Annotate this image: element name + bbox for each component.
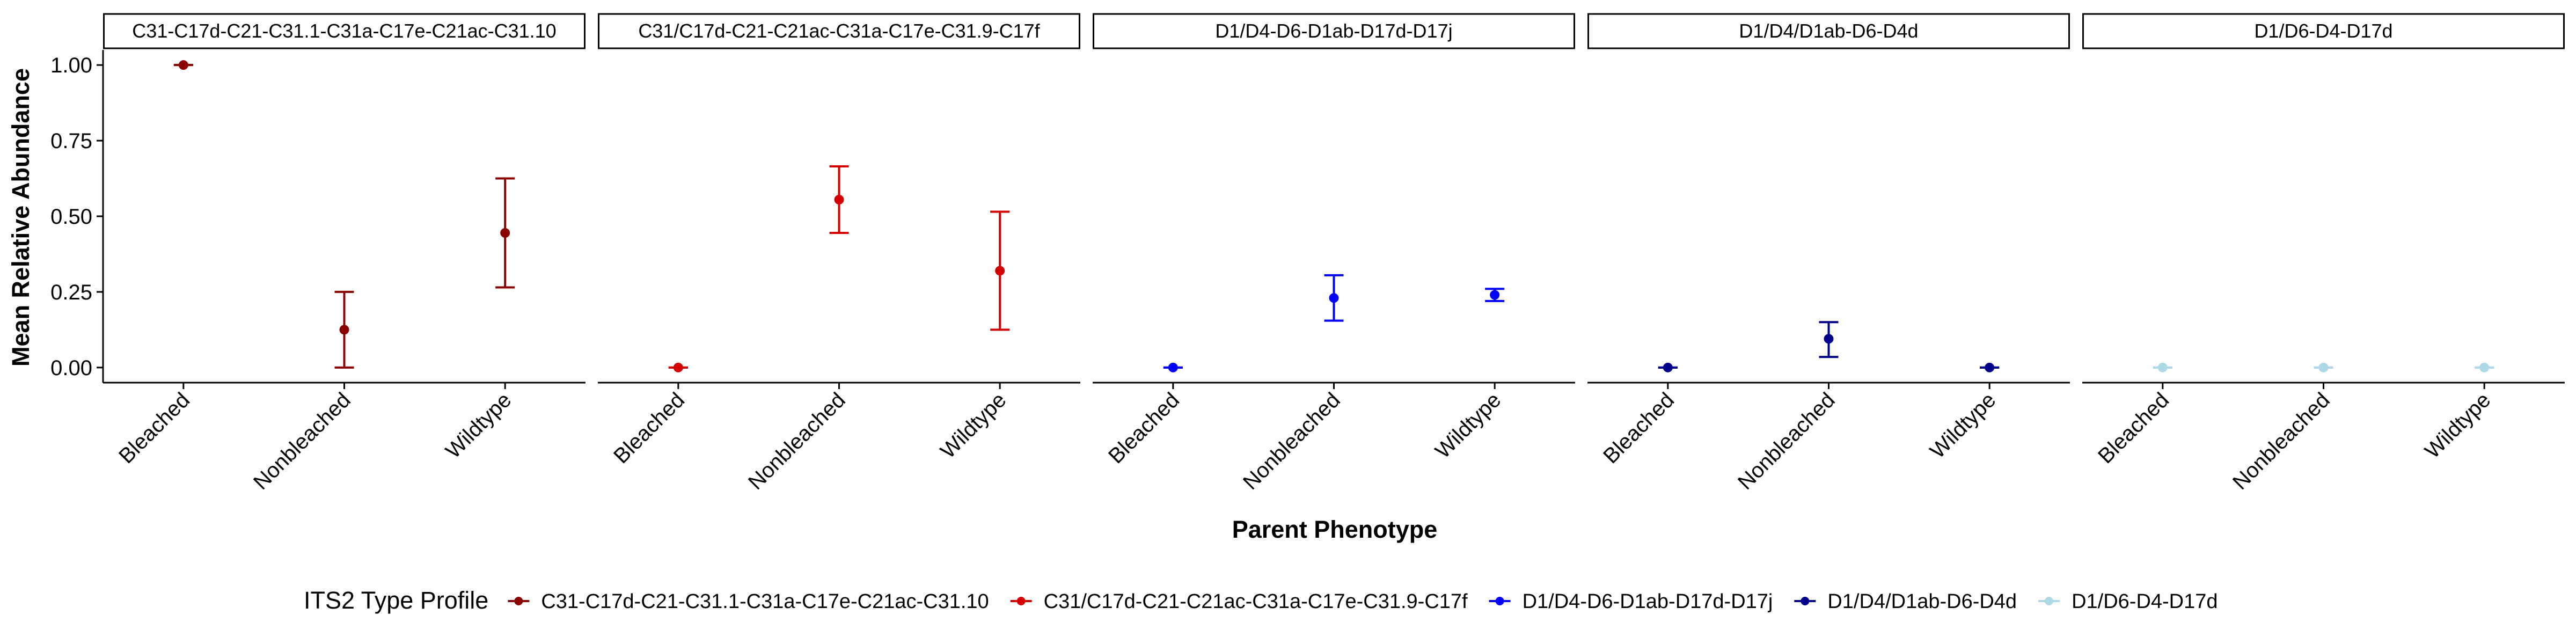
legend-key-point [514, 597, 523, 605]
data-point [178, 60, 188, 70]
legend-title: ITS2 Type Profile [304, 587, 488, 614]
data-point [2479, 362, 2490, 372]
y-tick-label: 0.75 [50, 129, 92, 153]
data-point [2157, 362, 2168, 372]
facet-title: D1/D4-D6-D1ab-D17d-D17j [1215, 20, 1452, 42]
legend-item: C31/C17d-C21-C21ac-C31a-C17e-C31.9-C17f [1010, 590, 1468, 613]
data-point [1168, 362, 1178, 372]
facet-title: D1/D4/D1ab-D6-D4d [1739, 20, 1918, 42]
data-point [995, 266, 1005, 276]
legend-label: C31/C17d-C21-C21ac-C31a-C17e-C31.9-C17f [1044, 590, 1468, 613]
legend-item: D1/D6-D4-D17d [2038, 590, 2218, 613]
data-point [2318, 362, 2329, 372]
y-tick-label: 0.50 [50, 205, 92, 229]
facet-title: D1/D6-D4-D17d [2254, 20, 2392, 42]
facet-strip [598, 13, 1080, 49]
facet-strip [103, 13, 586, 49]
facet-strip [1093, 13, 1575, 49]
facet-strip [1587, 13, 2070, 49]
legend-label: D1/D6-D4-D17d [2072, 590, 2218, 613]
legend-key-point [1016, 597, 1026, 605]
data-point [1329, 293, 1339, 303]
data-point [1663, 362, 1673, 372]
legend-key-point [1495, 597, 1504, 605]
legend-item: C31-C17d-C21-C31.1-C31a-C17e-C21ac-C31.1… [508, 590, 989, 613]
data-point [339, 325, 349, 335]
data-point [673, 362, 683, 372]
data-point [500, 228, 510, 238]
data-point [1985, 362, 1995, 372]
x-axis-title: Parent Phenotype [1232, 516, 1438, 543]
data-point [1490, 290, 1500, 300]
y-axis-title: Mean Relative Abundance [7, 68, 34, 367]
data-point [1824, 334, 1834, 344]
y-tick-label: 0.25 [50, 281, 92, 304]
data-point [834, 195, 844, 204]
facet-title: C31-C17d-C21-C31.1-C31a-C17e-C21ac-C31.1… [132, 20, 556, 42]
legend: ITS2 Type Profile C31-C17d-C21-C31.1-C31… [304, 587, 2218, 614]
y-axis: 0.00 0.25 0.50 0.75 1.00 [50, 50, 104, 383]
y-tick-label: 0.00 [50, 356, 92, 380]
facet-strip [2082, 13, 2565, 49]
legend-key-point [1801, 597, 1810, 605]
legend-label: D1/D4/D1ab-D6-D4d [1827, 590, 2017, 613]
legend-item: D1/D4-D6-D1ab-D17d-D17j [1489, 590, 1773, 613]
facet-title: C31/C17d-C21-C21ac-C31a-C17e-C31.9-C17f [638, 20, 1040, 42]
legend-key-point [2045, 597, 2054, 605]
legend-item: D1/D4/D1ab-D6-D4d [1794, 590, 2017, 613]
legend-label: D1/D4-D6-D1ab-D17d-D17j [1523, 590, 1773, 613]
y-tick-label: 1.00 [50, 54, 92, 77]
legend-label: C31-C17d-C21-C31.1-C31a-C17e-C21ac-C31.1… [541, 590, 989, 613]
